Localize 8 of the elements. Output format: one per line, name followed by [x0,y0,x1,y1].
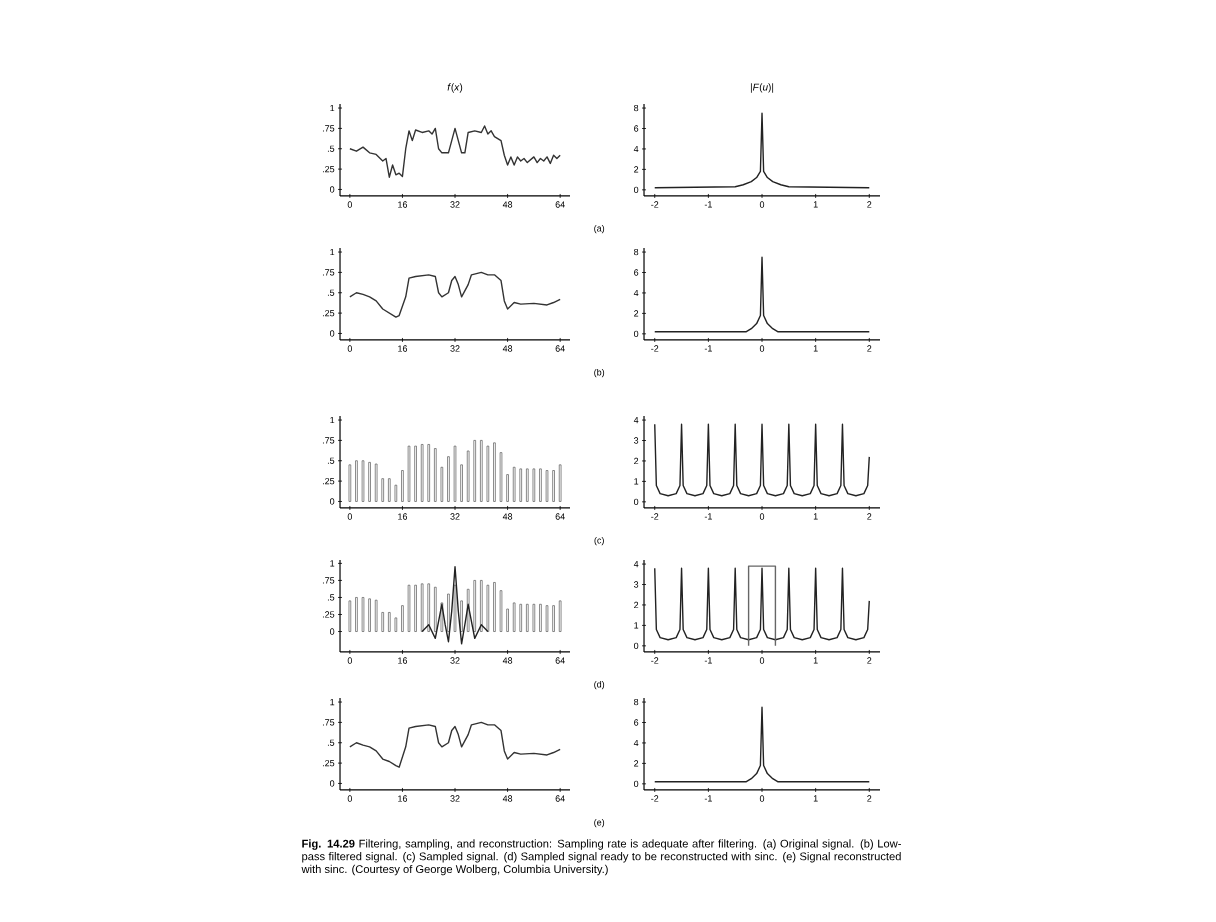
line-series [654,706,870,783]
line-series [349,721,561,768]
line-series [421,566,489,645]
line-series [654,567,870,641]
line-series [349,125,561,178]
line-series [654,256,870,333]
line-series [654,423,870,497]
line-series [654,112,870,189]
